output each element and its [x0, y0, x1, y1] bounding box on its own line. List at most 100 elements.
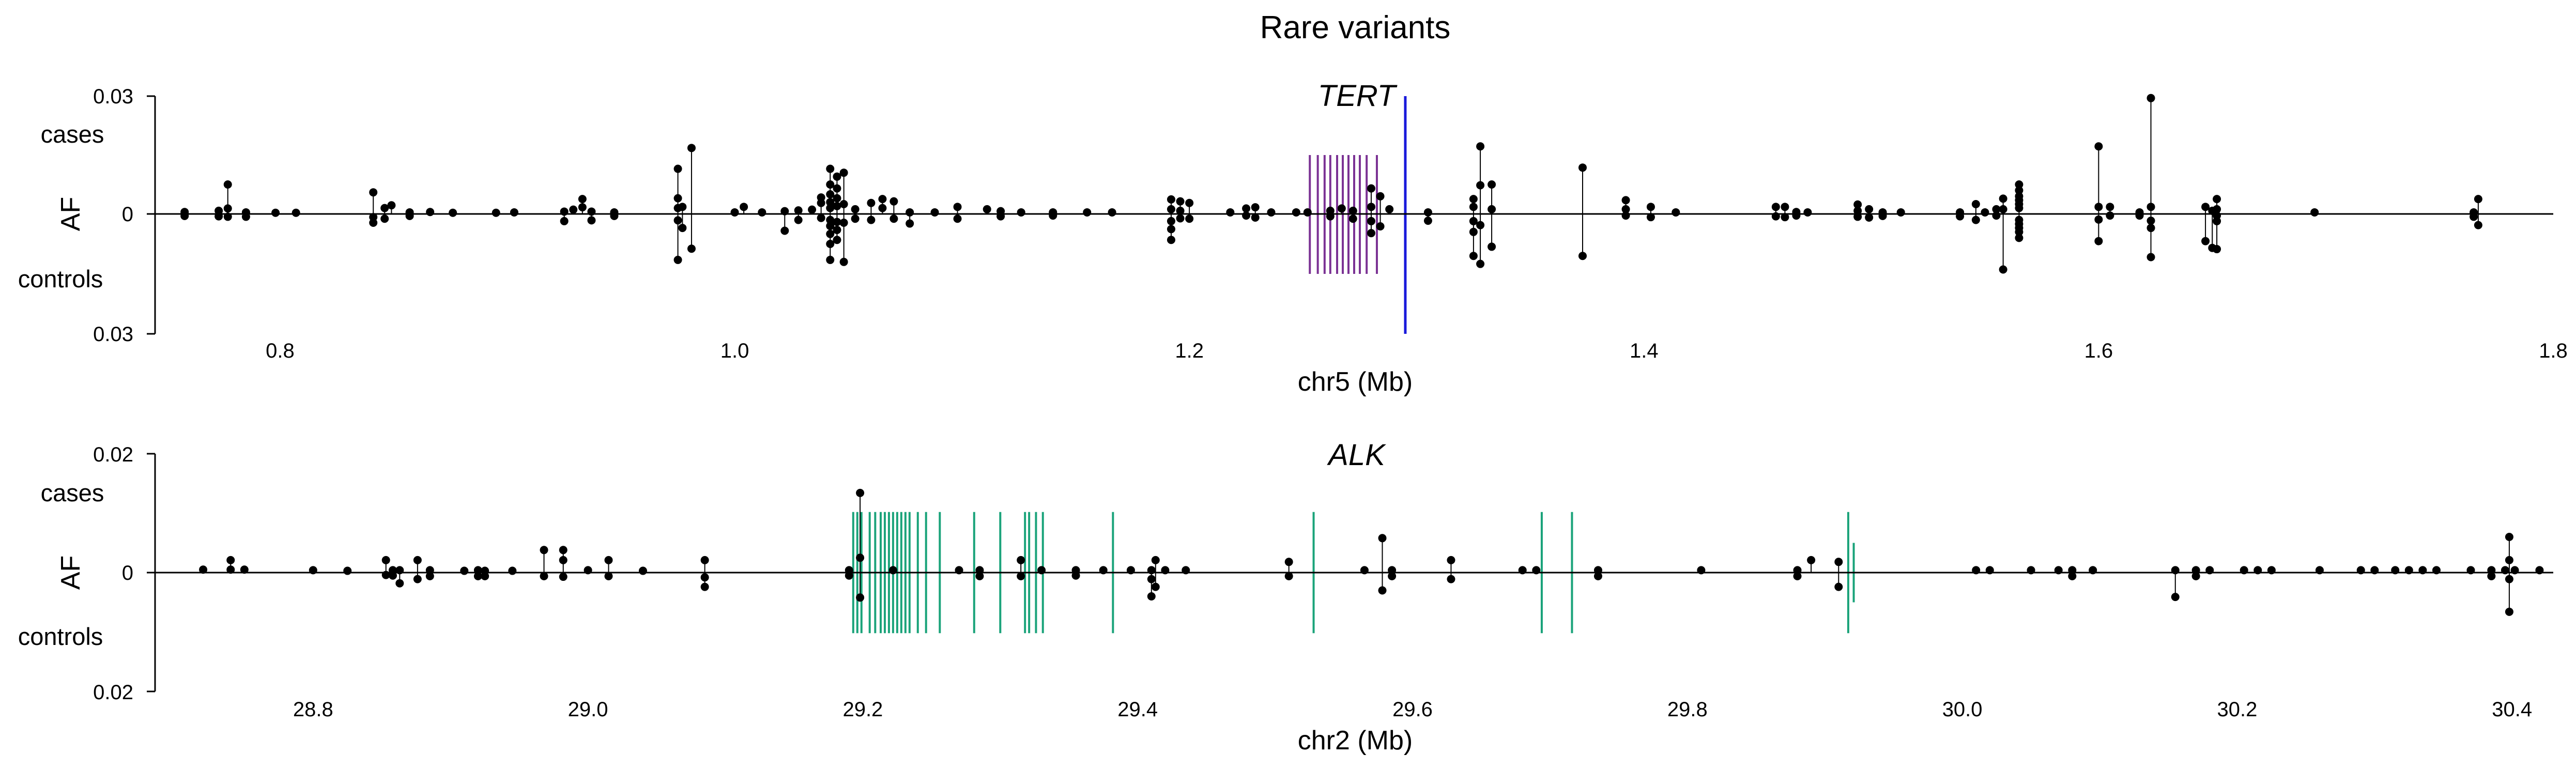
variant-point-case	[1621, 205, 1630, 213]
variant-point-case	[271, 208, 280, 217]
variant-point-case	[878, 195, 887, 204]
variant-point-case	[2391, 566, 2400, 575]
variant-point-case	[2213, 205, 2221, 213]
variant-point-case	[2094, 142, 2103, 151]
variant-point-case	[2253, 566, 2262, 575]
variant-point-control	[473, 572, 482, 580]
variant-point-case	[638, 566, 647, 575]
variant-point-case	[1147, 566, 1156, 575]
variant-point-case	[2501, 566, 2509, 575]
variant-point-control	[1793, 572, 1802, 580]
variant-point-case	[1853, 206, 1862, 215]
variant-point-control	[794, 215, 803, 224]
x-tick-label: 29.2	[842, 698, 883, 721]
variant-point-control	[180, 211, 189, 220]
variant-point-case	[890, 197, 898, 206]
variant-point-case	[1834, 558, 1843, 566]
variant-point-case	[833, 194, 841, 203]
variant-point-case	[1176, 206, 1185, 215]
variant-point-case	[1337, 204, 1346, 213]
variant-point-case	[473, 566, 482, 575]
variant-point-control	[826, 215, 835, 224]
variant-point-case	[540, 546, 548, 555]
variant-point-case	[381, 556, 390, 564]
variant-point-case	[953, 203, 962, 211]
y-tick-bottom-alk: 0.02	[93, 681, 133, 704]
variant-point-case	[2054, 566, 2063, 575]
variant-point-case	[1360, 566, 1369, 575]
variant-point-control	[833, 225, 841, 234]
variant-point-control	[1423, 217, 1432, 225]
variant-point-case	[1469, 195, 1478, 204]
variant-point-case	[569, 205, 578, 214]
variant-point-case	[1423, 208, 1432, 217]
variant-point-control	[610, 211, 619, 220]
x-tick-label: 30.4	[2492, 698, 2532, 721]
variant-point-control	[867, 215, 876, 224]
variant-point-control	[425, 572, 434, 580]
variant-point-case	[2418, 566, 2427, 575]
x-tick-label: 29.0	[568, 698, 608, 721]
variant-point-control	[1284, 572, 1293, 580]
variant-point-control	[1071, 571, 1080, 580]
y-tick-top-alk: 0.02	[93, 443, 133, 466]
variant-point-case	[740, 203, 748, 211]
variant-point-case	[1621, 196, 1630, 205]
variant-point-case	[560, 207, 569, 216]
variant-point-case	[380, 204, 389, 212]
variant-point-case	[1781, 203, 1789, 211]
variant-point-case	[2404, 566, 2413, 575]
variant-point-case	[1226, 208, 1235, 217]
y-axis-label-alk: AF	[56, 556, 86, 590]
variant-point-control	[214, 212, 223, 221]
variant-point-control	[2201, 237, 2210, 245]
variant-point-case	[2205, 566, 2214, 575]
variant-point-case	[1853, 200, 1862, 209]
variant-point-case	[1697, 566, 1706, 575]
panel-label-alk: ALK	[1327, 438, 1386, 472]
variant-point-control	[381, 571, 390, 579]
variant-point-case	[975, 566, 984, 575]
variant-point-case	[930, 208, 939, 217]
controls-label-tert: controls	[18, 265, 103, 292]
variant-point-control	[1167, 236, 1175, 244]
y-tick-zero-tert: 0	[122, 203, 133, 226]
variant-point-case	[1108, 208, 1116, 217]
variant-point-control	[1151, 582, 1160, 591]
variant-point-control	[1956, 212, 1965, 221]
variant-point-case	[2015, 180, 2023, 189]
variant-point-control	[2213, 245, 2221, 254]
plot-alk	[147, 453, 2553, 692]
variant-point-control	[380, 214, 389, 223]
variant-point-control	[826, 222, 835, 230]
variant-point-case	[1578, 163, 1587, 172]
variant-point-control	[953, 214, 962, 223]
variant-point-control	[2106, 211, 2114, 220]
variant-point-control	[540, 572, 548, 580]
x-tick-label: 1.2	[1175, 340, 1204, 362]
variant-point-case	[2510, 566, 2519, 575]
variant-point-case	[1999, 205, 2007, 213]
variant-point-case	[2201, 203, 2210, 211]
variant-point-control	[2015, 234, 2023, 242]
variant-point-case	[309, 566, 317, 575]
x-ticks-tert: 0.8 1.0 1.2 1.4 1.6 1.8	[266, 340, 2568, 362]
variant-point-case	[826, 164, 835, 173]
variant-point-case	[780, 207, 789, 215]
variant-point-control	[817, 213, 825, 222]
variant-point-control	[369, 219, 378, 227]
variant-point-case	[508, 566, 517, 575]
variant-point-control	[1771, 212, 1780, 221]
variant-point-control	[1476, 221, 1485, 229]
variant-point-case	[1367, 184, 1375, 193]
variant-point-control	[856, 593, 865, 602]
variant-point-case	[833, 202, 841, 210]
variant-point-case	[2310, 208, 2319, 217]
variant-point-control	[2068, 572, 2077, 580]
variant-point-case	[2240, 566, 2248, 575]
variant-point-control	[780, 226, 789, 235]
variant-point-control	[1388, 572, 1397, 580]
variant-point-control	[839, 219, 848, 227]
variant-point-case	[223, 180, 232, 189]
variant-point-case	[1176, 197, 1185, 206]
